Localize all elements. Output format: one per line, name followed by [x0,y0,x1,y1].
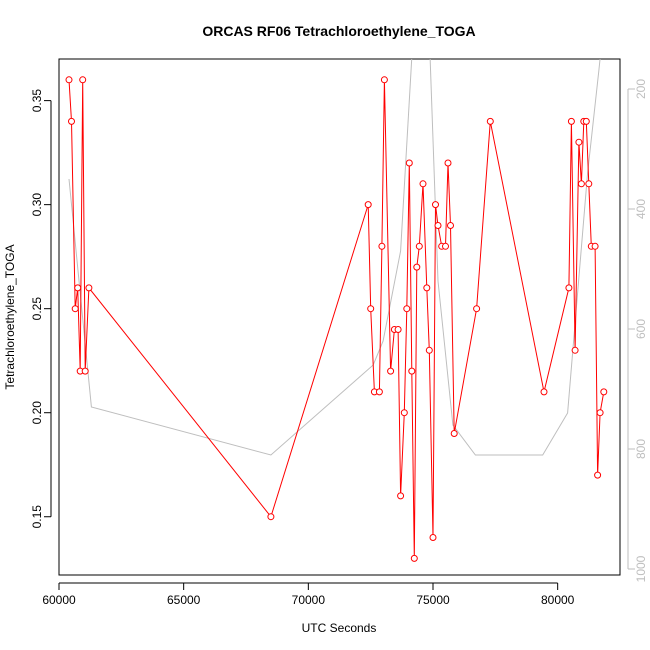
chart-title: ORCAS RF06 Tetrachloroethylene_TOGA [202,23,475,39]
data-point [397,492,405,500]
y-tick-label: 0.25 [30,297,44,321]
plot-frame [58,58,621,576]
y-axis-label: Tetrachloroethylene_TOGA [3,244,17,389]
data-point [575,138,583,146]
y-tick-label: 0.15 [30,505,44,529]
right-axis: 200 400 600 800 1000 [627,79,648,582]
secondary-series-line [68,59,601,456]
data-point [364,201,372,209]
data-point [367,305,375,313]
data-point [375,388,383,396]
y-tick-label: 0.20 [30,401,44,425]
primary-series-line [68,79,605,559]
data-point [577,180,585,188]
data-point [267,513,275,521]
data-point [571,346,579,354]
data-point [378,242,386,250]
x-tick-label: 65000 [167,593,201,607]
data-point [596,409,604,417]
data-point [408,367,416,375]
data-point [447,222,454,229]
data-point [444,159,452,167]
data-point [425,346,433,354]
data-point [419,180,427,188]
secondary-series [68,59,601,456]
x-tick-label: 60000 [42,593,76,607]
data-point [413,263,421,271]
x-axis-label: UTC Seconds [302,621,377,635]
data-point [405,159,413,167]
data-point [450,430,458,437]
data-point [415,242,423,250]
data-point [565,284,573,292]
data-point [486,117,494,125]
data-point [423,284,431,292]
data-point [85,284,93,292]
data-point [473,305,481,313]
x-tick-label: 80000 [541,593,575,607]
data-point [79,76,87,84]
y-tick-label: 0.35 [30,89,44,113]
data-point [410,554,418,562]
data-point [394,326,402,333]
primary-series [65,76,608,562]
data-point [585,180,593,188]
data-point [432,201,439,209]
right-tick-label: 800 [634,439,648,459]
data-point [403,305,411,313]
data-point [594,471,602,479]
x-axis: 60000 65000 70000 75000 80000 [42,582,575,607]
data-point [540,388,548,396]
right-tick-label: 1000 [634,555,648,582]
right-tick-label: 400 [634,199,648,219]
data-point [74,284,82,292]
data-point [434,222,442,229]
data-point [582,117,590,125]
right-tick-label: 200 [634,79,648,99]
data-point [71,305,79,313]
y-axis: 0.15 0.20 0.25 0.30 0.35 [30,89,52,529]
data-point [400,409,408,417]
x-tick-label: 70000 [292,593,326,607]
x-tick-label: 75000 [416,593,450,607]
data-point [567,117,575,125]
data-point [65,76,73,84]
data-point [600,388,608,396]
data-point [380,76,388,84]
data-point [68,117,75,125]
data-point [387,367,395,375]
y-tick-label: 0.30 [30,193,44,217]
data-point [429,534,437,541]
right-tick-label: 600 [634,319,648,339]
data-point [442,242,449,250]
data-point [81,367,89,375]
data-point [591,242,599,250]
